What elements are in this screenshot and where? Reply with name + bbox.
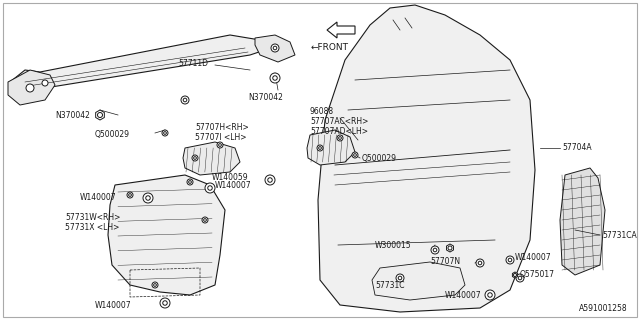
- Text: W140007: W140007: [80, 194, 116, 203]
- Circle shape: [164, 132, 166, 134]
- Polygon shape: [95, 110, 104, 120]
- Circle shape: [506, 256, 514, 264]
- Text: W140007: W140007: [215, 180, 252, 189]
- Polygon shape: [447, 244, 454, 252]
- Text: A591001258: A591001258: [579, 304, 628, 313]
- Circle shape: [181, 96, 189, 104]
- Circle shape: [319, 147, 321, 149]
- Text: 57704A: 57704A: [562, 143, 591, 153]
- Circle shape: [270, 73, 280, 83]
- Circle shape: [163, 301, 167, 305]
- Text: W140059: W140059: [212, 173, 248, 182]
- Text: W140007: W140007: [515, 253, 552, 262]
- Circle shape: [485, 290, 495, 300]
- Circle shape: [488, 293, 492, 297]
- Circle shape: [183, 98, 187, 102]
- Circle shape: [42, 80, 48, 86]
- Circle shape: [478, 261, 482, 265]
- Polygon shape: [327, 22, 355, 38]
- Circle shape: [160, 298, 170, 308]
- Circle shape: [448, 246, 452, 250]
- Circle shape: [476, 259, 484, 267]
- Polygon shape: [372, 262, 465, 300]
- Polygon shape: [183, 142, 240, 175]
- Text: Q575017: Q575017: [520, 270, 555, 279]
- Text: 57731CA: 57731CA: [602, 230, 637, 239]
- Circle shape: [146, 196, 150, 200]
- Circle shape: [354, 154, 356, 156]
- Text: 57711D: 57711D: [178, 59, 208, 68]
- Text: 57731W<RH>: 57731W<RH>: [65, 213, 120, 222]
- Circle shape: [127, 192, 133, 198]
- Circle shape: [431, 246, 439, 254]
- Polygon shape: [10, 35, 265, 100]
- Circle shape: [192, 155, 198, 161]
- Circle shape: [317, 145, 323, 151]
- Circle shape: [129, 194, 131, 196]
- Text: W140007: W140007: [95, 300, 132, 309]
- Text: ←FRONT: ←FRONT: [311, 44, 349, 52]
- Text: N370042: N370042: [248, 93, 283, 102]
- Circle shape: [433, 248, 437, 252]
- Circle shape: [273, 46, 277, 50]
- Circle shape: [265, 175, 275, 185]
- Text: Q500029: Q500029: [95, 131, 130, 140]
- Circle shape: [339, 137, 341, 139]
- Circle shape: [516, 274, 524, 282]
- Text: Q500029: Q500029: [362, 154, 397, 163]
- Circle shape: [268, 178, 272, 182]
- Circle shape: [202, 217, 208, 223]
- Circle shape: [271, 44, 279, 52]
- Text: 57707I <LH>: 57707I <LH>: [195, 133, 246, 142]
- Circle shape: [187, 179, 193, 185]
- Circle shape: [152, 282, 158, 288]
- Circle shape: [352, 152, 358, 158]
- Circle shape: [398, 276, 402, 280]
- Circle shape: [26, 84, 34, 92]
- Circle shape: [219, 144, 221, 146]
- Text: 96088: 96088: [310, 108, 334, 116]
- Circle shape: [337, 135, 343, 141]
- Polygon shape: [307, 130, 355, 165]
- Polygon shape: [560, 168, 605, 275]
- Circle shape: [143, 193, 153, 203]
- Circle shape: [518, 276, 522, 280]
- Circle shape: [189, 181, 191, 183]
- Polygon shape: [513, 272, 518, 278]
- Polygon shape: [108, 175, 225, 295]
- Circle shape: [217, 142, 223, 148]
- Polygon shape: [255, 35, 295, 62]
- Text: 57731X <LH>: 57731X <LH>: [65, 223, 120, 233]
- Text: N370042: N370042: [55, 110, 90, 119]
- Circle shape: [194, 157, 196, 159]
- Text: 57707H<RH>: 57707H<RH>: [195, 124, 249, 132]
- Circle shape: [154, 284, 156, 286]
- Text: 57707N: 57707N: [430, 258, 460, 267]
- Circle shape: [162, 130, 168, 136]
- Text: 57707AD<LH>: 57707AD<LH>: [310, 127, 368, 137]
- Text: W300015: W300015: [375, 241, 412, 250]
- Text: 57731C: 57731C: [375, 281, 404, 290]
- Text: 57707AC<RH>: 57707AC<RH>: [310, 117, 369, 126]
- Circle shape: [204, 219, 206, 221]
- Text: W140007: W140007: [445, 291, 482, 300]
- Polygon shape: [318, 5, 535, 312]
- Circle shape: [205, 183, 215, 193]
- Circle shape: [208, 186, 212, 190]
- Circle shape: [273, 76, 277, 80]
- Circle shape: [508, 258, 512, 262]
- Circle shape: [396, 274, 404, 282]
- Polygon shape: [8, 70, 55, 105]
- Circle shape: [97, 113, 102, 117]
- Circle shape: [513, 274, 516, 276]
